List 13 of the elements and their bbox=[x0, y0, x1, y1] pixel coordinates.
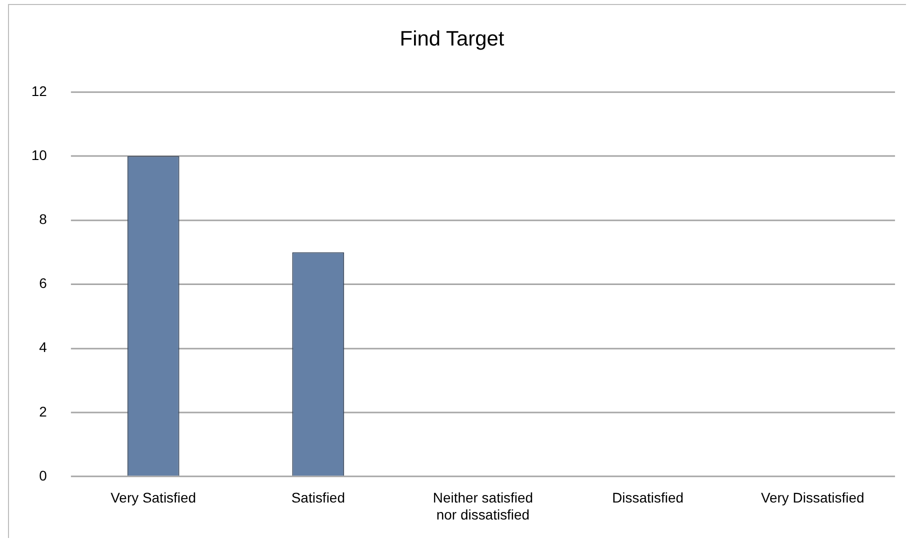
x-tick-label: Satisfied bbox=[291, 490, 345, 506]
x-tick-label: Dissatisfied bbox=[612, 490, 684, 506]
x-tick-label: Neither satisfied nor dissatisfied bbox=[432, 490, 534, 522]
x-tick-label: Very Satisfied bbox=[110, 490, 196, 506]
y-tick-label: 4 bbox=[39, 339, 48, 356]
y-tick-label: 2 bbox=[39, 403, 48, 420]
y-tick-label: 10 bbox=[31, 146, 48, 163]
y-tick-label: 0 bbox=[39, 467, 48, 484]
y-tick-label: 12 bbox=[31, 82, 48, 99]
x-tick-label: Very Dissatisfied bbox=[760, 490, 864, 506]
chart-title: Find Target bbox=[400, 27, 504, 50]
y-tick-label: 6 bbox=[39, 275, 48, 292]
y-tick-label: 8 bbox=[39, 211, 48, 228]
